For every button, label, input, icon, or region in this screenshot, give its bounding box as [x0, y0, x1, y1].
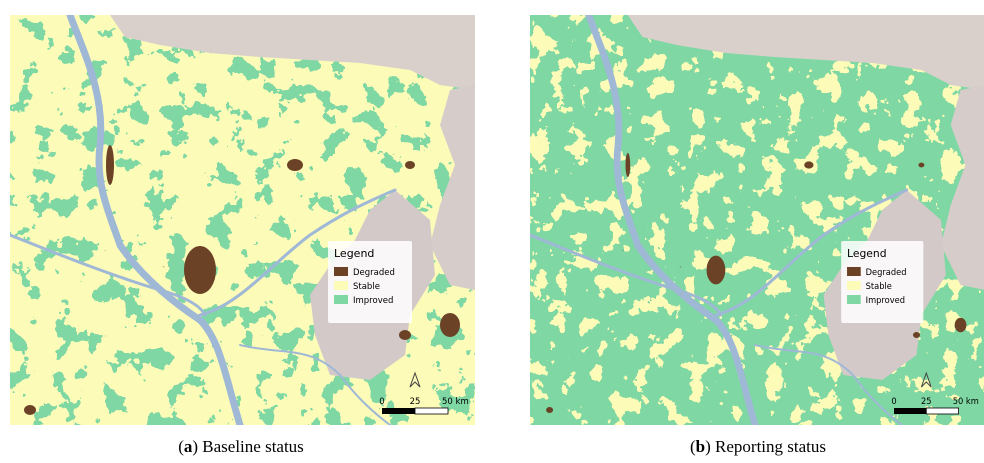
- caption-part: b: [696, 437, 705, 456]
- degraded-patch: [405, 161, 415, 169]
- caption: (b) Reporting status: [690, 437, 826, 456]
- degraded-patch: [399, 330, 411, 340]
- degraded-patch: [106, 145, 114, 185]
- scale-bar: [415, 408, 448, 414]
- legend-item: Degraded: [866, 267, 907, 277]
- legend-swatch: [334, 281, 348, 290]
- scale-label: 0: [891, 396, 896, 406]
- scale-bar: [926, 408, 958, 414]
- page: Legend Degraded Stable Improved 0 25 50 km (a) …: [0, 0, 984, 463]
- caption-part: ) Reporting status: [705, 437, 826, 456]
- degraded-patch: [804, 161, 813, 168]
- degraded-patch: [546, 407, 553, 413]
- scale-label: 0: [379, 397, 384, 407]
- degraded-patch: [913, 332, 920, 338]
- legend-swatch: [334, 267, 348, 276]
- legend-title: Legend: [334, 247, 374, 260]
- legend: Legend Degraded Stable Improved: [328, 241, 412, 323]
- legend-item: Stable: [353, 282, 380, 292]
- degraded-patch: [184, 246, 216, 294]
- legend-swatch: [847, 295, 861, 304]
- map-panel: Legend Degraded Stable Improved 0 25 50 km: [530, 15, 984, 425]
- degraded-patch: [626, 153, 631, 177]
- legend-item: Improved: [866, 295, 905, 305]
- legend-swatch: [847, 281, 861, 290]
- legend-title: Legend: [847, 247, 887, 260]
- legend-item: Degraded: [353, 268, 395, 278]
- scale-label: 25: [921, 396, 932, 406]
- scale-label: 25: [410, 397, 421, 407]
- degraded-patch: [918, 163, 924, 168]
- degraded-patch: [287, 159, 303, 171]
- caption: (a) Baseline status: [178, 437, 304, 456]
- degraded-patch: [955, 318, 967, 332]
- legend-swatch: [847, 267, 861, 276]
- figure: Legend Degraded Stable Improved 0 25 50 km (a) …: [0, 0, 984, 463]
- legend-item: Improved: [353, 296, 393, 306]
- scale-label: 50 km: [953, 396, 979, 406]
- scale-label: 50 km: [442, 397, 469, 407]
- map-panel: Legend Degraded Stable Improved 0 25 50 km: [10, 15, 475, 425]
- degraded-patch: [707, 256, 726, 285]
- scale-bar: [382, 408, 415, 414]
- legend-swatch: [334, 295, 348, 304]
- degraded-patch: [440, 313, 460, 337]
- map-area: [10, 15, 475, 425]
- legend-item: Stable: [866, 281, 892, 291]
- legend: Legend Degraded Stable Improved: [841, 241, 923, 323]
- map-area: [530, 15, 984, 425]
- degraded-patch: [24, 405, 36, 415]
- caption-part: ) Baseline status: [192, 437, 303, 456]
- scale-bar: [894, 408, 926, 414]
